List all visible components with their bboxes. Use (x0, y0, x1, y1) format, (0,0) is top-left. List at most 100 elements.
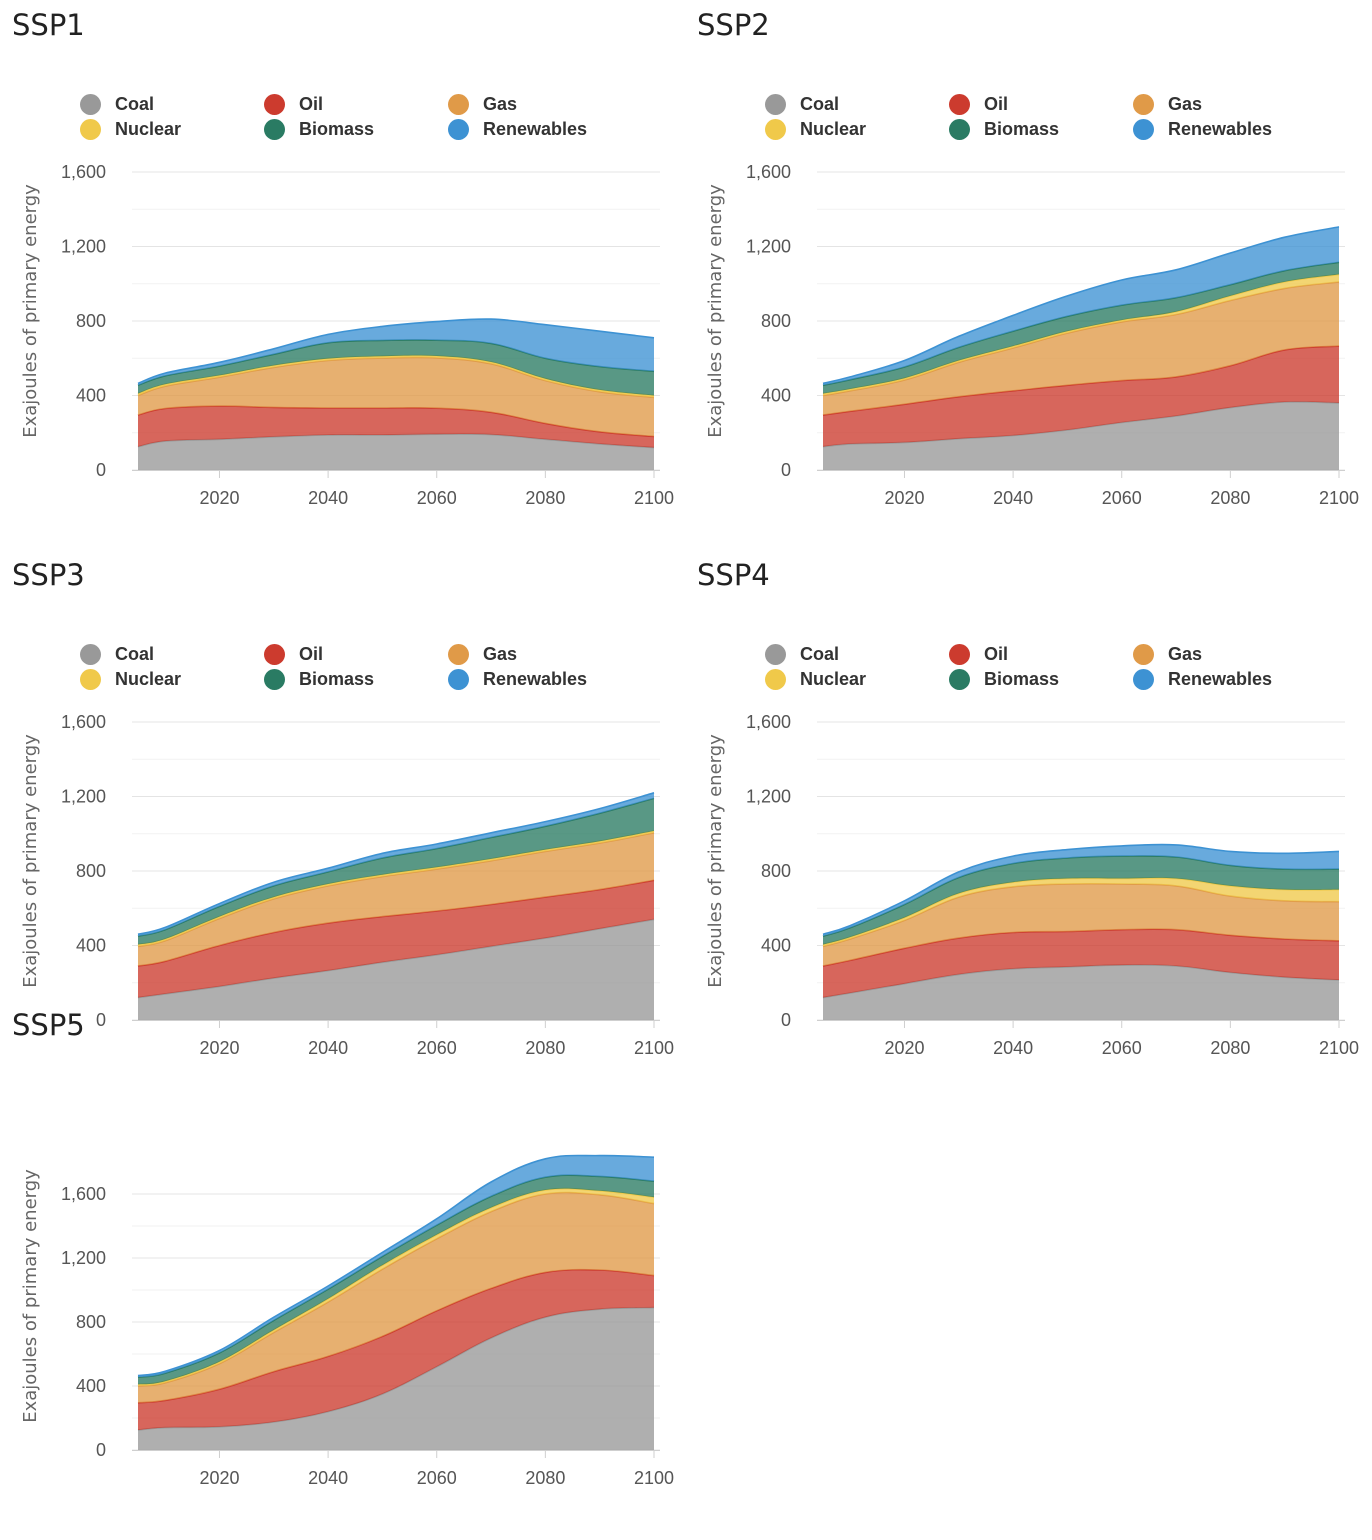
area-biomass[interactable] (823, 262, 1339, 394)
legend-label: Coal (800, 93, 840, 114)
chart-legend: Coal Oil Gas Nuclear Biomass Renewables (80, 92, 640, 144)
legend-swatch (1133, 93, 1154, 115)
legend-item-oil[interactable]: Oil (264, 92, 323, 116)
y-tick-label: 1,200 (746, 237, 791, 257)
y-tick-label: 800 (76, 861, 106, 881)
chart-legend: Coal Oil Gas Nuclear Biomass Renewables (765, 642, 1325, 694)
area-oil[interactable] (138, 406, 654, 448)
area-edge-renewables (137, 792, 655, 936)
legend-swatch (264, 668, 285, 690)
area-nuclear[interactable] (823, 274, 1339, 396)
area-gas[interactable] (823, 281, 1339, 416)
y-tick-label: 0 (96, 460, 106, 480)
area-edge-renewables (822, 843, 1340, 936)
legend-item-coal[interactable]: Coal (80, 92, 154, 116)
legend-item-gas[interactable]: Gas (1133, 92, 1202, 116)
area-gas[interactable] (138, 357, 654, 437)
legend-item-renewables[interactable]: Renewables (448, 117, 587, 141)
legend-item-biomass[interactable]: Biomass (264, 117, 374, 141)
legend-swatch (80, 643, 101, 665)
chart-legend: Coal Oil Gas Nuclear Biomass Renewables (765, 92, 1325, 144)
x-tick-label: 2080 (1210, 488, 1250, 508)
legend-item-coal[interactable]: Coal (80, 642, 154, 666)
legend-item-gas[interactable]: Gas (448, 642, 517, 666)
legend-item-nuclear[interactable]: Nuclear (80, 117, 181, 141)
legend-item-biomass[interactable]: Biomass (264, 667, 374, 691)
legend-item-coal[interactable]: Coal (765, 642, 839, 666)
legend-label: Gas (483, 93, 518, 114)
legend-item-oil[interactable]: Oil (949, 642, 1008, 666)
chart-panel-ssp4: SSP4 Coal Oil Gas Nuclear Biomass Renewables 0 4… (685, 550, 1365, 1090)
area-gas[interactable] (823, 883, 1339, 966)
area-renewables[interactable] (138, 319, 654, 386)
y-tick-label: 1,600 (61, 712, 106, 732)
area-coal[interactable] (823, 401, 1339, 470)
area-oil[interactable] (138, 880, 654, 998)
area-coal[interactable] (823, 964, 1339, 1020)
x-tick-label: 2060 (417, 1038, 457, 1058)
area-biomass[interactable] (138, 798, 654, 945)
legend-swatch (949, 93, 970, 115)
legend-item-biomass[interactable]: Biomass (949, 667, 1059, 691)
legend-label: Coal (115, 93, 155, 114)
legend-swatch (949, 668, 970, 690)
area-renewables[interactable] (823, 226, 1339, 386)
x-tick-label: 2080 (525, 1468, 565, 1488)
legend-label: Biomass (984, 118, 1060, 139)
x-tick-label: 2040 (308, 1038, 348, 1058)
x-tick-label: 2060 (1102, 488, 1142, 508)
x-tick-label: 2080 (525, 488, 565, 508)
legend-item-oil[interactable]: Oil (264, 642, 323, 666)
legend-item-biomass[interactable]: Biomass (949, 117, 1059, 141)
legend-label: Oil (299, 93, 324, 114)
area-coal[interactable] (138, 919, 654, 1020)
legend-item-oil[interactable]: Oil (949, 92, 1008, 116)
legend-label: Renewables (1168, 118, 1273, 139)
area-gas[interactable] (138, 832, 654, 966)
area-renewables[interactable] (138, 792, 654, 937)
area-nuclear[interactable] (138, 831, 654, 947)
chart-title: SSP4 (697, 558, 770, 592)
legend-item-nuclear[interactable]: Nuclear (80, 667, 181, 691)
legend-swatch (448, 668, 469, 690)
legend-swatch (80, 668, 101, 690)
y-axis-title: Exajoules of primary energy (20, 184, 41, 438)
legend-label: Biomass (984, 668, 1060, 689)
legend-item-renewables[interactable]: Renewables (1133, 117, 1272, 141)
x-tick-label: 2060 (1102, 1038, 1142, 1058)
y-tick-label: 800 (761, 861, 791, 881)
legend-item-gas[interactable]: Gas (448, 92, 517, 116)
legend-item-renewables[interactable]: Renewables (1133, 667, 1272, 691)
area-coal[interactable] (138, 434, 654, 470)
legend-label: Renewables (1168, 668, 1273, 689)
area-biomass[interactable] (138, 339, 654, 396)
area-oil[interactable] (138, 1269, 654, 1430)
x-tick-label: 2060 (417, 488, 457, 508)
area-coal[interactable] (138, 1307, 654, 1450)
legend-item-renewables[interactable]: Renewables (448, 667, 587, 691)
y-tick-label: 400 (76, 1376, 106, 1396)
area-biomass[interactable] (138, 1175, 654, 1385)
legend-item-nuclear[interactable]: Nuclear (765, 667, 866, 691)
legend-swatch (80, 118, 101, 140)
legend-item-gas[interactable]: Gas (1133, 642, 1202, 666)
y-tick-label: 800 (76, 311, 106, 331)
legend-label: Coal (115, 643, 155, 664)
chart-legend: Coal Oil Gas Nuclear Biomass Renewables (80, 642, 640, 694)
legend-label: Renewables (483, 668, 588, 689)
y-tick-label: 1,200 (61, 237, 106, 257)
legend-label: Oil (984, 643, 1009, 664)
chart-svg: 0 400 800 1,200 1,600 2020 2040 2060 2080 2100 Exa… (705, 712, 1359, 1058)
legend-swatch (765, 668, 786, 690)
legend-label: Gas (1168, 643, 1203, 664)
legend-item-coal[interactable]: Coal (765, 92, 839, 116)
y-tick-label: 1,200 (61, 1248, 106, 1268)
area-gas[interactable] (138, 1192, 654, 1403)
legend-label: Biomass (299, 668, 375, 689)
x-tick-label: 2040 (993, 1038, 1033, 1058)
area-biomass[interactable] (823, 855, 1339, 945)
x-tick-label: 2020 (884, 488, 924, 508)
area-oil[interactable] (823, 929, 1339, 998)
legend-label: Oil (299, 643, 324, 664)
legend-item-nuclear[interactable]: Nuclear (765, 117, 866, 141)
